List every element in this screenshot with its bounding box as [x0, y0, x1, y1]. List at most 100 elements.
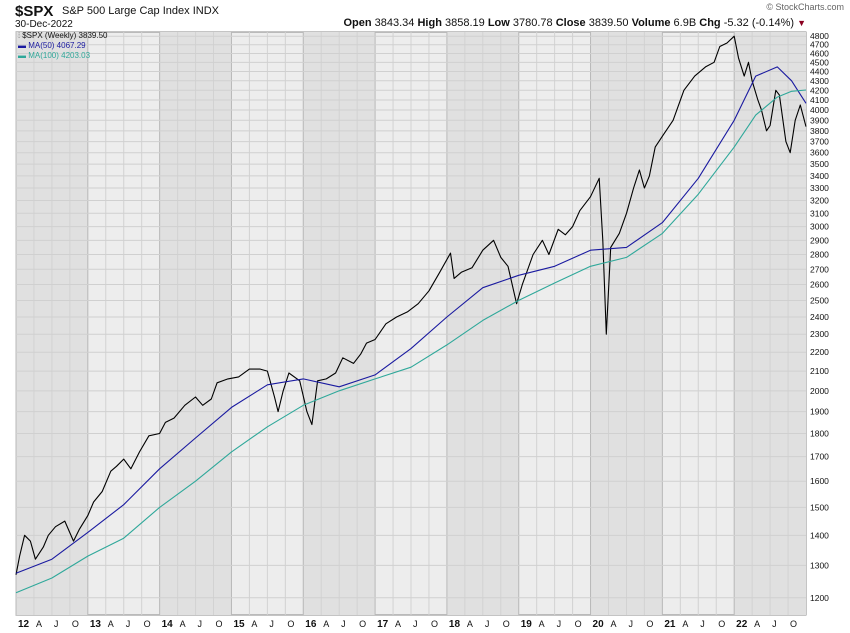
x-tick-label: O	[72, 619, 79, 629]
x-gridlines	[15, 32, 789, 615]
index-name: S&P 500 Large Cap Index	[62, 5, 190, 17]
chg-label: Chg	[699, 17, 721, 29]
x-tick-label: J	[126, 619, 130, 629]
volume-label: Volume	[631, 17, 671, 29]
y-tick-label: 3000	[810, 222, 829, 232]
x-tick-label: 14	[162, 619, 174, 630]
y-tick-label: 1300	[810, 560, 829, 570]
x-tick-label: J	[485, 619, 490, 629]
legend-ma50-label: MA(50) 4067.29	[28, 41, 86, 50]
line-swatch-icon: ▬	[18, 41, 26, 50]
x-tick-label: 19	[521, 619, 533, 630]
x-tick-label: O	[503, 619, 510, 629]
x-tick-label: J	[772, 619, 777, 629]
x-tick-label: O	[790, 619, 797, 629]
y-tick-label: 2400	[810, 312, 829, 322]
x-tick-label: A	[36, 619, 42, 629]
y-tick-label: 3100	[810, 208, 829, 218]
line-swatch-icon: ▬	[18, 51, 26, 60]
x-tick-label: A	[251, 619, 257, 629]
x-tick-label: A	[754, 619, 760, 629]
x-tick-label: A	[611, 619, 617, 629]
x-tick-label: A	[108, 619, 114, 629]
x-tick-label: 17	[377, 619, 389, 630]
y-tick-label: 1200	[810, 593, 829, 603]
y-tick-label: 2300	[810, 329, 829, 339]
y-axis-ticks: 1200 1300 1400 1500 1600 1700 1800 1900 2000 2100…	[810, 31, 829, 603]
x-tick-label: 18	[449, 619, 461, 630]
x-tick-label: 12	[18, 619, 30, 630]
ma100-line	[15, 89, 807, 594]
x-tick-label: 20	[593, 619, 605, 630]
y-tick-label: 1500	[810, 502, 829, 512]
low-label: Low	[487, 17, 510, 29]
x-tick-label: 13	[90, 619, 102, 630]
x-tick-label: O	[216, 619, 223, 629]
price-line	[15, 35, 807, 575]
y-tick-label: 4800	[810, 31, 829, 41]
x-tick-label: 22	[736, 619, 748, 630]
chg-value: -5.32 (-0.14%)	[723, 17, 795, 29]
y-tick-label: 3200	[810, 195, 829, 205]
legend-ma100-label: MA(100) 4203.03	[28, 51, 91, 60]
low-value: 3780.78	[512, 17, 553, 29]
y-tick-label: 3600	[810, 148, 829, 158]
x-tick-label: 16	[305, 619, 317, 630]
open-value: 3843.34	[374, 17, 415, 29]
y-tick-label: 3900	[810, 115, 829, 125]
chart-date: 30-Dec-2022	[15, 19, 73, 30]
price-bar-icon: ⫶	[18, 31, 20, 40]
y-tick-label: 4700	[810, 40, 829, 50]
chart-header: $SPX S&P 500 Large Cap Index INDX 30-Dec…	[0, 0, 850, 34]
y-tick-label: 2500	[810, 295, 829, 305]
x-tick-label: 15	[233, 619, 245, 630]
y-gridlines	[16, 35, 806, 599]
legend-price: ⫶ $SPX (Weekly) 3839.50	[18, 31, 107, 41]
y-tick-label: 2200	[810, 347, 829, 357]
x-tick-label: A	[682, 619, 688, 629]
series-group	[15, 35, 807, 594]
x-tick-label: A	[180, 619, 186, 629]
x-tick-label: A	[539, 619, 545, 629]
x-tick-label: J	[269, 619, 274, 629]
y-tick-label: 2000	[810, 386, 829, 396]
brand-watermark: © StockCharts.com	[766, 2, 844, 12]
y-tick-label: 1700	[810, 452, 829, 462]
x-tick-label: J	[341, 619, 346, 629]
y-tick-label: 3500	[810, 159, 829, 169]
x-tick-label: J	[198, 619, 203, 629]
x-tick-label: J	[413, 619, 418, 629]
y-tick-label: 2100	[810, 366, 829, 376]
y-tick-label: 2900	[810, 235, 829, 245]
x-tick-label: A	[395, 619, 401, 629]
volume-value: 6.9B	[673, 17, 697, 29]
x-tick-label: 21	[664, 619, 676, 630]
x-tick-label: J	[628, 619, 633, 629]
legend: ⫶ $SPX (Weekly) 3839.50 ▬ MA(50) 4067.29…	[18, 31, 107, 61]
y-tick-label: 1400	[810, 530, 829, 540]
y-tick-label: 4300	[810, 76, 829, 86]
y-tick-label: 4200	[810, 85, 829, 95]
y-tick-label: 4100	[810, 95, 829, 105]
y-tick-label: 3300	[810, 183, 829, 193]
y-tick-label: 1600	[810, 476, 829, 486]
close-value: 3839.50	[588, 17, 629, 29]
y-tick-label: 3700	[810, 137, 829, 147]
down-arrow-icon: ▼	[797, 18, 806, 28]
ohlc-summary: Open 3843.34 High 3858.19 Low 3780.78 Cl…	[343, 17, 806, 29]
high-value: 3858.19	[444, 17, 485, 29]
y-tick-label: 2800	[810, 250, 829, 260]
x-tick-label: O	[575, 619, 582, 629]
x-tick-label: J	[557, 619, 562, 629]
symbol-label: $SPX	[15, 3, 54, 20]
close-label: Close	[555, 17, 586, 29]
y-tick-label: 2700	[810, 264, 829, 274]
y-tick-label: 1800	[810, 429, 829, 439]
x-tick-label: O	[144, 619, 151, 629]
x-tick-label: J	[54, 619, 59, 629]
y-tick-label: 3800	[810, 126, 829, 136]
x-tick-label: O	[431, 619, 438, 629]
y-tick-label: 3400	[810, 171, 829, 181]
x-axis-ticks: 12 A J O 13 A J O 14 A J O 15 A J O 16 A J O 17 A J O 18 A J O 19 A J O…	[18, 619, 797, 630]
